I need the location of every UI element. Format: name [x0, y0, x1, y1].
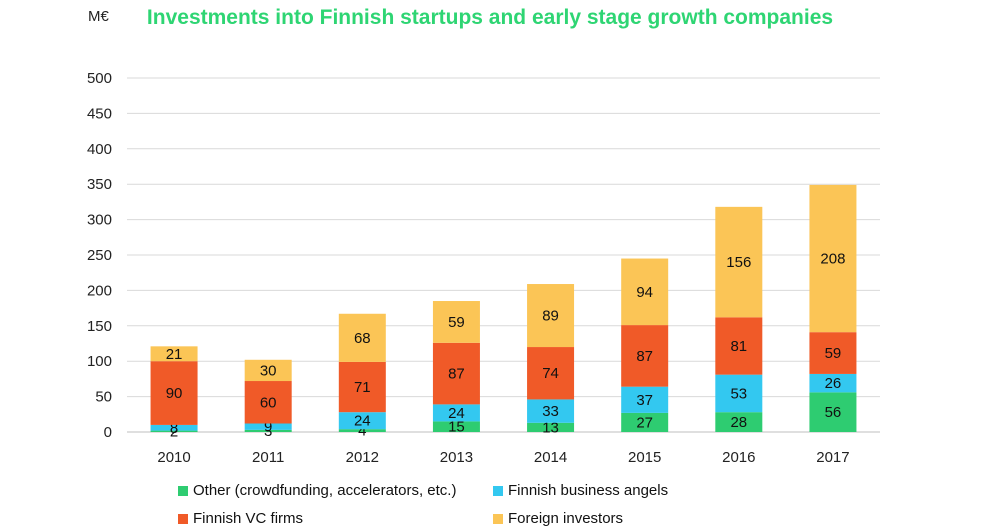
bar-segment	[338, 429, 386, 432]
bar-segment	[527, 347, 575, 400]
data-label: 59	[825, 345, 842, 362]
data-label: 60	[260, 394, 277, 411]
bar-segment	[715, 412, 763, 432]
data-label: 26	[825, 375, 842, 392]
bar-segment	[244, 423, 292, 430]
data-label: 81	[730, 338, 747, 355]
x-tick-label: 2010	[157, 449, 190, 466]
legend-label-vc-firms: Finnish VC firms	[193, 510, 304, 527]
y-tick-label: 50	[95, 389, 112, 406]
bar-segment	[432, 421, 480, 432]
data-label: 27	[636, 414, 653, 431]
y-tick-label: 250	[87, 247, 112, 264]
legend-label-foreign: Foreign investors	[508, 510, 624, 527]
x-tick-label: 2017	[816, 449, 849, 466]
data-label: 94	[636, 284, 653, 301]
bar-segment	[150, 346, 198, 362]
data-label: 90	[166, 385, 183, 402]
x-tick-label: 2013	[440, 449, 473, 466]
legend-swatch-other	[178, 485, 188, 496]
x-tick-label: 2016	[722, 449, 755, 466]
bar-segment	[338, 412, 386, 430]
bar-segment	[621, 325, 669, 387]
bar-segment	[338, 313, 386, 362]
legend-swatch-foreign	[493, 513, 503, 524]
y-tick-label: 150	[87, 318, 112, 335]
chart-title: Investments into Finnish startups and ea…	[146, 6, 834, 29]
data-label: 53	[730, 385, 747, 402]
bar-segment	[621, 258, 669, 326]
data-label: 8	[170, 420, 178, 437]
bar-segment	[715, 317, 763, 375]
bar-segment	[432, 301, 480, 343]
y-tick-label: 0	[104, 424, 112, 441]
y-unit-label: M€	[88, 8, 109, 25]
bar-segment	[432, 404, 480, 422]
bar-segment	[809, 373, 857, 393]
bar-segment	[809, 392, 857, 432]
bar-segment	[150, 361, 198, 425]
y-tick-label: 450	[87, 105, 112, 122]
data-label: 56	[825, 404, 842, 421]
y-tick-label: 350	[87, 176, 112, 193]
legend-item-vc-firms: Finnish VC firms	[178, 510, 303, 527]
data-label: 24	[354, 413, 371, 430]
bar-segment	[244, 381, 292, 424]
x-tick-label: 2011	[252, 449, 284, 466]
y-tick-label: 200	[87, 282, 112, 299]
data-label: 2	[170, 423, 178, 440]
bar-segment	[338, 361, 386, 413]
data-label: 89	[542, 308, 559, 325]
data-label: 4	[358, 423, 366, 440]
data-label: 21	[166, 346, 183, 363]
x-tick-label: 2014	[534, 449, 567, 466]
data-label: 37	[636, 392, 653, 409]
plot-area: 0 50 100 150 200 250 300 350 400 450 500 28 90 21 2010…	[87, 70, 880, 466]
bar-segment	[527, 422, 575, 432]
bar-segment	[715, 374, 763, 413]
legend-swatch-business-angels	[493, 485, 503, 496]
y-tick-label: 400	[87, 141, 112, 158]
data-label: 87	[448, 366, 465, 383]
y-tick-label: 500	[87, 70, 112, 87]
data-label: 208	[820, 251, 845, 268]
bar-segment	[715, 206, 763, 318]
data-label: 9	[264, 419, 272, 436]
data-label: 59	[448, 314, 465, 331]
data-label: 13	[542, 419, 559, 436]
bar-segment	[150, 424, 198, 431]
bar-segment	[621, 412, 669, 432]
data-label: 15	[448, 419, 465, 436]
data-label: 68	[354, 330, 371, 347]
bar-segment	[527, 284, 575, 348]
data-label: 3	[264, 423, 272, 440]
x-tick-label: 2012	[346, 449, 379, 466]
legend-item-foreign: Foreign investors	[493, 510, 623, 527]
bar-segment	[244, 359, 292, 382]
y-tick-label: 100	[87, 353, 112, 370]
bar-segment	[432, 342, 480, 405]
legend-item-business-angels: Finnish business angels	[493, 482, 668, 499]
legend-label-other: Other (crowdfunding, accelerators, etc.)	[193, 482, 457, 499]
data-label: 30	[260, 362, 277, 379]
bar-segment	[809, 332, 857, 374]
bar-segment	[150, 430, 198, 432]
y-tick-label: 300	[87, 212, 112, 229]
legend-label-business-angels: Finnish business angels	[508, 482, 669, 499]
data-label: 74	[542, 365, 559, 382]
x-tick-label: 2015	[628, 449, 661, 466]
data-label: 71	[354, 379, 371, 396]
bar-segment	[527, 399, 575, 423]
bar-segment	[809, 184, 857, 333]
legend-swatch-vc-firms	[178, 513, 188, 524]
data-label: 87	[636, 348, 653, 365]
bar-segment	[244, 429, 292, 432]
data-label: 33	[542, 403, 559, 420]
legend-item-other: Other (crowdfunding, accelerators, etc.)	[178, 482, 456, 499]
data-label: 28	[730, 414, 747, 431]
data-label: 156	[726, 254, 751, 271]
bar-segment	[621, 386, 669, 413]
data-label: 24	[448, 405, 465, 422]
